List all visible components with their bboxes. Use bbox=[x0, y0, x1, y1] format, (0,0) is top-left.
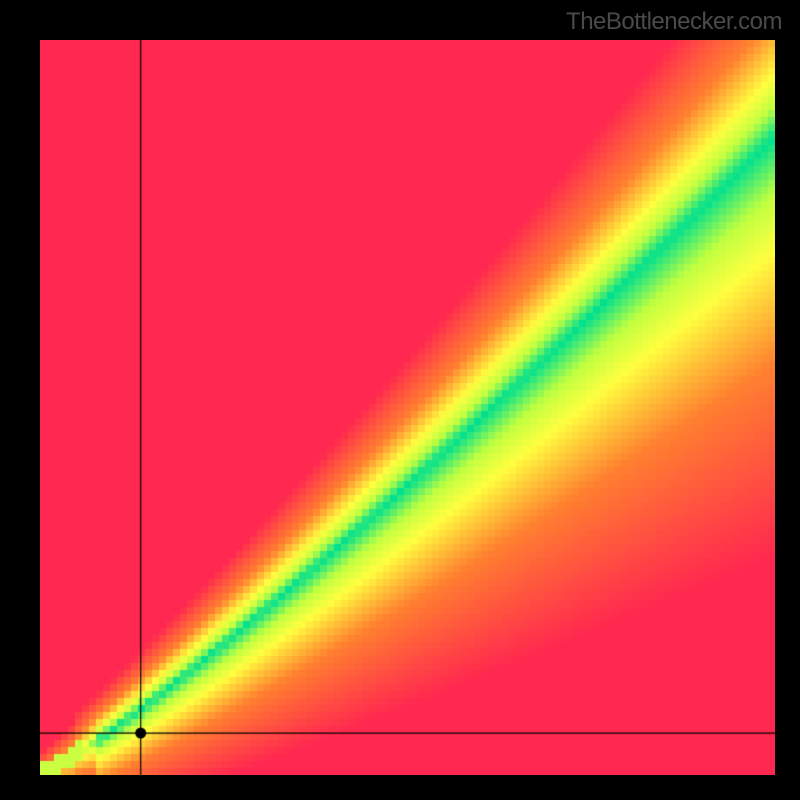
bottleneck-heatmap bbox=[40, 40, 775, 775]
chart-container: TheBottlenecker.com bbox=[0, 0, 800, 800]
watermark-text: TheBottlenecker.com bbox=[566, 8, 782, 36]
